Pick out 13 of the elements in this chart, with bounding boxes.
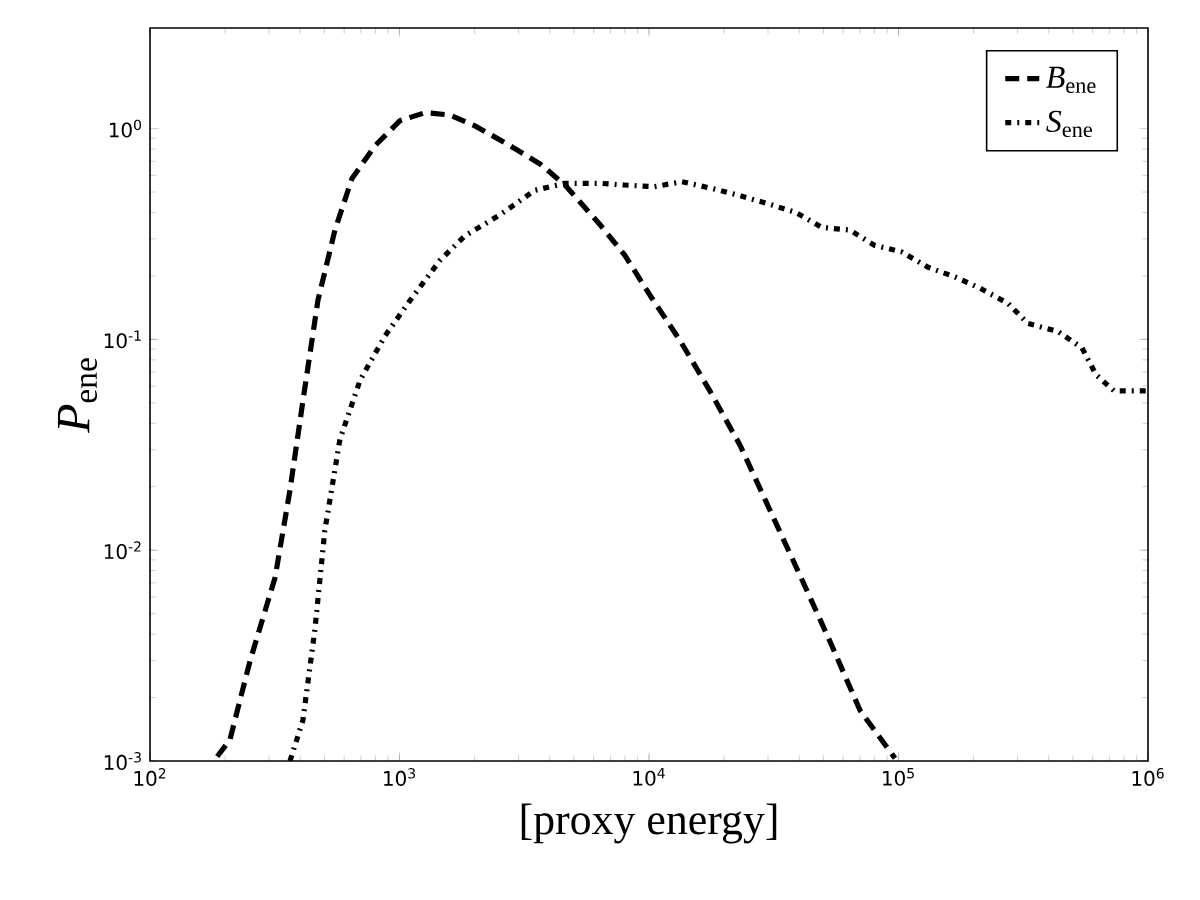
y-tick-label: 10$^{-1}$ [104, 330, 141, 349]
x-tick-label: 10$^{3}$ [384, 768, 415, 786]
legend-label: S$_{ene}$ [1046, 110, 1092, 138]
y-tick-label: 10$^{-3}$ [104, 752, 141, 770]
x-tick-label: 10$^{5}$ [883, 768, 914, 786]
y-tick-label: 10$^{-2}$ [104, 541, 141, 560]
legend-label: B$_{ene}$ [1046, 66, 1096, 94]
x-axis-title: [proxy energy] [521, 803, 777, 844]
y-tick-label: 10$^{0}$ [109, 119, 142, 138]
x-tick-label: 10$^{4}$ [633, 768, 665, 786]
y-axis-title: P$_{ene}$ [57, 358, 98, 434]
x-tick-label: 10$^{2}$ [134, 768, 166, 786]
x-tick-label: 10$^{6}$ [1132, 768, 1164, 786]
